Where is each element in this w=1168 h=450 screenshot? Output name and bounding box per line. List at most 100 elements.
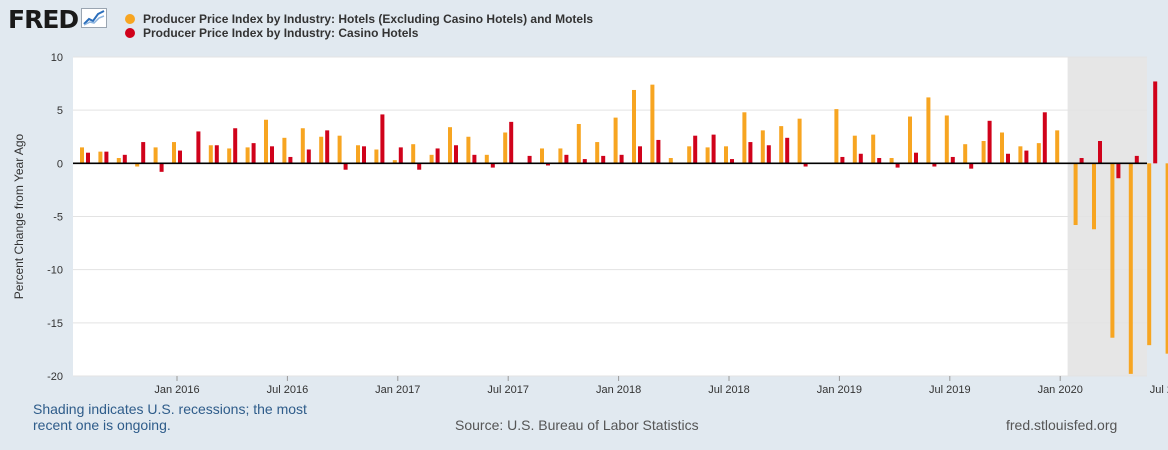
bar-casino [1134, 155, 1139, 164]
bar-casino [950, 156, 955, 164]
bar-hotels [484, 154, 489, 164]
bar-casino [159, 163, 164, 172]
bar-casino [196, 131, 201, 164]
x-tick-label: Jul 2018 [708, 384, 750, 396]
bar-hotels [1018, 146, 1023, 164]
x-tick-label: Jan 2017 [375, 384, 420, 396]
bar-hotels [540, 148, 544, 164]
chart-legend: Producer Price Index by Industry: Hotels… [125, 12, 593, 40]
bar-casino [748, 142, 753, 164]
bar-hotels [1036, 143, 1041, 164]
y-tick-label: -20 [47, 371, 63, 383]
bar-hotels [889, 158, 894, 164]
bar-casino [527, 155, 532, 164]
bar-hotels [1147, 163, 1152, 346]
bar-casino [1153, 81, 1158, 164]
bar-hotels [374, 149, 379, 164]
y-tick-label: 5 [57, 105, 63, 117]
x-tick-label: Jan 2019 [817, 384, 862, 396]
y-tick-label: -10 [47, 265, 63, 277]
legend-swatch-hotels [125, 14, 135, 24]
bar-hotels [356, 145, 360, 164]
bar-casino [564, 154, 569, 164]
fred-logo[interactable]: FRED [8, 5, 108, 34]
bar-hotels [779, 126, 784, 164]
bar-casino [233, 128, 238, 164]
bar-hotels [1110, 163, 1115, 338]
x-tick-label: Jul 2019 [929, 384, 971, 396]
bar-hotels [705, 147, 710, 164]
bar-casino [656, 139, 661, 164]
bar-hotels [558, 148, 563, 164]
source-link[interactable]: fred.stlouisfed.org [1006, 417, 1118, 433]
legend-item-hotels[interactable]: Producer Price Index by Industry: Hotels… [125, 12, 593, 26]
bar-casino [398, 147, 403, 164]
bar-casino [803, 163, 808, 167]
bar-casino [693, 135, 698, 164]
bar-hotels [116, 158, 121, 164]
bar-casino [638, 146, 642, 164]
bar-casino [914, 152, 918, 164]
bar-casino [214, 145, 219, 164]
bar-casino [343, 163, 348, 170]
bar-hotels [392, 160, 397, 164]
bar-casino [251, 143, 256, 164]
bar-casino [601, 155, 606, 164]
bar-casino [785, 137, 790, 164]
legend-label-hotels: Producer Price Index by Industry: Hotels… [143, 12, 594, 26]
legend-item-casino[interactable]: Producer Price Index by Industry: Casino… [125, 26, 593, 40]
bar-casino [546, 163, 550, 166]
bar-casino [711, 134, 716, 164]
bar-hotels [282, 137, 287, 164]
bar-hotels [227, 148, 232, 164]
bar-hotels [576, 123, 581, 164]
bar-casino [582, 159, 587, 164]
x-tick-label: Jul 2016 [267, 384, 309, 396]
y-axis-label: Percent Change from Year Ago [12, 133, 26, 299]
bar-casino [380, 114, 385, 164]
bar-casino [1098, 141, 1102, 164]
bar-hotels [448, 127, 452, 164]
bar-casino [509, 121, 514, 164]
bar-hotels [650, 84, 655, 164]
bar-hotels [80, 147, 84, 164]
bar-casino [104, 151, 109, 164]
bar-casino [435, 148, 440, 164]
bar-casino [987, 120, 992, 164]
bar-hotels [834, 109, 839, 164]
bar-casino [1042, 112, 1047, 164]
bar-casino [454, 145, 458, 164]
bar-hotels [981, 141, 986, 164]
x-tick-label: Jul 2017 [487, 384, 529, 396]
bar-casino [619, 154, 624, 164]
y-tick-label: -5 [53, 212, 63, 224]
x-tick-label: Jul 2020 [1150, 384, 1168, 396]
recession-note: Shading indicates U.S. recessions; the m… [33, 401, 307, 433]
bar-casino [730, 159, 734, 164]
y-tick-label: 0 [57, 158, 63, 170]
bar-hotels [871, 134, 876, 164]
bar-casino [1006, 153, 1010, 164]
bar-hotels [411, 144, 416, 164]
bar-hotels [687, 146, 692, 164]
logo-text: FRED [8, 5, 79, 34]
bar-hotels [319, 136, 324, 164]
bar-casino [178, 150, 182, 164]
bar-hotels [429, 154, 434, 164]
bar-casino [417, 163, 422, 170]
bar-chart[interactable]: 10 5 0 -5 -10 -15 -20 Jan 2016 Jul 2016 Jan 2017 J… [0, 0, 1168, 400]
bar-hotels [797, 118, 802, 164]
bar-hotels [1073, 163, 1078, 226]
bar-hotels [668, 158, 673, 164]
bar-casino [858, 153, 863, 164]
bar-hotels [760, 130, 765, 164]
bar-casino [766, 145, 771, 164]
bar-casino [1079, 158, 1084, 164]
legend-label-casino: Producer Price Index by Industry: Casino… [143, 26, 419, 40]
y-tick-label: -15 [47, 318, 63, 330]
x-tick-label: Jan 2020 [1038, 384, 1083, 396]
bar-casino [932, 163, 937, 167]
bar-hotels [963, 144, 968, 164]
x-tick-label: Jan 2016 [154, 384, 199, 396]
bar-hotels [153, 147, 158, 164]
